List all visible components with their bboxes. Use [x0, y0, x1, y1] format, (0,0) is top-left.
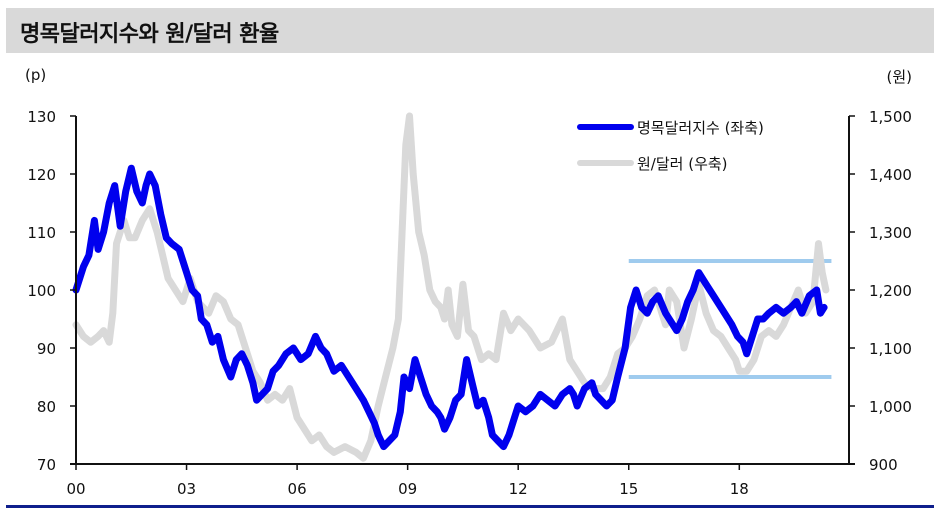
left-tick-label: 70	[37, 456, 56, 474]
range-bands	[628, 259, 832, 379]
left-tick-label: 130	[27, 108, 56, 126]
bottom-rule	[6, 505, 934, 508]
x-tick-label: 09	[398, 480, 417, 498]
left-tick-label: 100	[27, 282, 56, 300]
left-tick-label: 80	[37, 398, 56, 416]
left-axis-ticks: 130 120 110 100 90 80 70	[27, 108, 76, 474]
right-tick-label: 1,300	[869, 224, 912, 242]
x-tick-label: 15	[619, 480, 638, 498]
right-tick-label: 1,000	[869, 398, 912, 416]
x-axis-ticks: 00 03 06 09 12 15 18	[66, 464, 749, 498]
right-tick-label: 1,100	[869, 340, 912, 358]
right-tick-label: 1,200	[869, 282, 912, 300]
right-axis-ticks: 1,500 1,400 1,300 1,200 1,100 1,000 900	[849, 108, 912, 474]
left-tick-label: 110	[27, 224, 56, 242]
left-tick-label: 90	[37, 340, 56, 358]
legend-label-krw-usd: 원/달러 (우축)	[637, 155, 728, 173]
right-tick-label: 1,500	[869, 108, 912, 126]
title-bar: 명목달러지수와 원/달러 환율	[6, 8, 934, 53]
left-axis-unit: (p)	[25, 66, 47, 84]
series-layer	[72, 112, 830, 462]
right-tick-label: 1,400	[869, 166, 912, 184]
x-tick-label: 18	[730, 480, 749, 498]
chart-title: 명목달러지수와 원/달러 환율	[20, 22, 279, 47]
right-tick-label: 900	[869, 456, 898, 474]
right-axis-unit: (원)	[886, 68, 912, 86]
x-tick-label: 00	[66, 480, 85, 498]
x-tick-label: 12	[509, 480, 528, 498]
legend: 명목달러지수 (좌축) 원/달러 (우축)	[577, 119, 764, 173]
x-tick-label: 03	[177, 480, 196, 498]
dollar-index-line	[72, 164, 828, 451]
legend-label-dollar-index: 명목달러지수 (좌축)	[637, 119, 764, 137]
x-tick-label: 06	[288, 480, 307, 498]
left-tick-label: 120	[27, 166, 56, 184]
